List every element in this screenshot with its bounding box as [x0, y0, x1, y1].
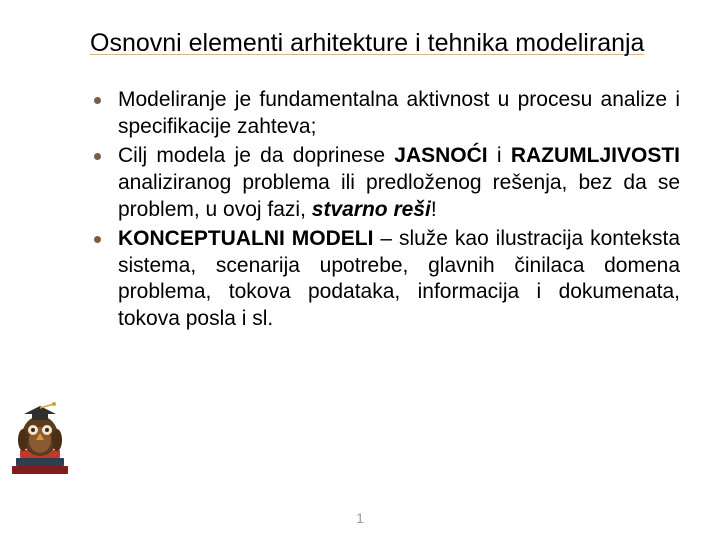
text-run: stvarno reši	[312, 198, 431, 221]
page-number: 1	[0, 510, 720, 526]
list-item: Modeliranje je fundamentalna aktivnost u…	[90, 87, 680, 141]
bullet-list: Modeliranje je fundamentalna aktivnost u…	[90, 87, 680, 333]
text-run: KONCEPTUALNI MODELI	[118, 227, 373, 250]
slide: Osnovni elementi arhitekture i tehnika m…	[0, 0, 720, 540]
list-item: Cilj modela je da doprinese JASNOĆI i RA…	[90, 143, 680, 224]
text-run: !	[431, 198, 437, 221]
slide-title: Osnovni elementi arhitekture i tehnika m…	[90, 28, 680, 59]
text-run: i	[488, 144, 511, 167]
mascot-icon	[6, 400, 74, 484]
list-item: KONCEPTUALNI MODELI – služe kao ilustrac…	[90, 226, 680, 334]
text-run: JASNOĆI	[394, 144, 487, 167]
text-run: Modeliranje je fundamentalna aktivnost u…	[118, 88, 680, 138]
text-run: RAZUMLJIVOSTI	[511, 144, 680, 167]
text-run: Cilj modela je da doprinese	[118, 144, 394, 167]
slide-body: Modeliranje je fundamentalna aktivnost u…	[90, 87, 680, 333]
